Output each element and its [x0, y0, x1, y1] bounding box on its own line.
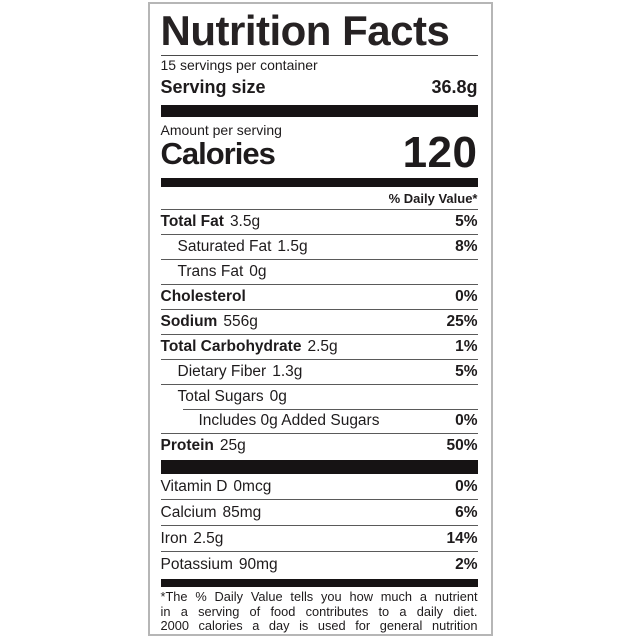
daily-value: 6% [455, 503, 478, 521]
nutrient-row-total-sugars: Total Sugars 0g [160, 384, 478, 409]
vitamin-row-iron: Iron 2.5g 14% [160, 525, 478, 551]
footnote-line: in a serving of food contributes to a da… [160, 603, 478, 619]
vitamin-name: Vitamin D [160, 477, 228, 495]
nutrient-row-added-sugars: Includes 0g Added Sugars 0% [161, 409, 478, 433]
nutrient-name-amount: Trans Fat 0g [178, 263, 267, 281]
nutrient-name-amount: Cholesterol [161, 288, 252, 306]
nutrient-row-total-fat: Total Fat 3.5g 5% [161, 210, 478, 234]
section-divider-bar-thick [160, 105, 478, 117]
footnote-line: *The % Daily Value tells you how much a … [160, 589, 478, 604]
vitamin-name: Iron [160, 529, 188, 547]
daily-value: 0% [455, 288, 478, 305]
nutrient-amount: 2.5g [307, 338, 338, 355]
nutrient-amount: 1.5g [277, 238, 308, 255]
nutrition-facts-label: Nutrition Facts 15 servings per containe… [147, 2, 493, 636]
vitamin-row-potassium: Potassium 90mg 2% [160, 551, 478, 577]
label-title: Nutrition Facts [160, 7, 450, 54]
calories-value: 120 [402, 128, 478, 177]
nutrient-row-trans-fat: Trans Fat 0g [160, 259, 478, 284]
daily-value: 0% [455, 412, 478, 429]
vitamin-name: Potassium [160, 555, 233, 573]
nutrient-amount: 25g [219, 437, 246, 454]
nutrient-name-amount: Dietary Fiber 1.3g [178, 363, 303, 381]
section-divider-bar-medium [160, 579, 478, 587]
nutrient-name: Dietary Fiber [177, 363, 267, 380]
vitamin-name-amount: Potassium 90mg [161, 556, 278, 574]
section-divider-bar-medium [160, 178, 478, 187]
serving-size-row: Serving size 36.8g [161, 76, 478, 98]
nutrient-amount: 556g [223, 313, 258, 330]
vitamin-row-vitamin-d: Vitamin D 0mcg 0% [161, 474, 478, 499]
serving-size-label: Serving size [160, 77, 266, 97]
nutrient-amount: 0g [249, 263, 267, 280]
nutrient-name: Total Fat [160, 213, 224, 230]
nutrient-name: Trans Fat [177, 263, 244, 280]
title-rule [160, 55, 478, 56]
nutrient-name-amount: Sodium 556g [161, 313, 258, 331]
nutrient-row-cholesterol: Cholesterol 0% [160, 284, 478, 309]
servings-per-container: 15 servings per container [160, 57, 318, 73]
nutrient-name-amount: Saturated Fat 1.5g [178, 238, 308, 256]
nutrient-name-amount: Total Sugars 0g [178, 388, 287, 406]
daily-value: 1% [455, 338, 478, 355]
nutrient-name: Protein [160, 437, 214, 454]
daily-value: 25% [446, 313, 478, 330]
serving-size-value: 36.8g [431, 77, 478, 97]
nutrient-name-amount: Includes 0g Added Sugars [199, 412, 386, 430]
daily-value-header: % Daily Value* [160, 187, 478, 210]
vitamin-name-amount: Calcium 85mg [161, 504, 262, 522]
daily-value: 8% [455, 238, 478, 255]
nutrient-row-sodium: Sodium 556g 25% [160, 309, 478, 334]
daily-value: 2% [455, 555, 478, 573]
amount-per-serving-label: Amount per serving [160, 122, 282, 138]
nutrient-amount: 0g [269, 388, 287, 405]
daily-value: 0% [455, 477, 478, 495]
nutrient-amount: 3.5g [229, 213, 261, 230]
daily-value: 5% [455, 363, 478, 380]
nutrient-name: Saturated Fat [177, 238, 272, 255]
nutrient-row-protein: Protein 25g 50% [160, 433, 478, 458]
vitamin-name-amount: Vitamin D 0mcg [161, 478, 272, 496]
vitamin-amount: 2.5g [193, 529, 224, 547]
nutrient-name-amount: Total Fat 3.5g [161, 213, 261, 231]
section-divider-bar-thick [160, 460, 478, 474]
daily-value: 5% [455, 213, 478, 230]
nutrient-name-amount: Protein 25g [161, 437, 246, 455]
vitamin-name-amount: Iron 2.5g [161, 530, 224, 548]
nutrient-name: Total Sugars [177, 388, 264, 405]
nutrient-amount: 1.3g [272, 363, 303, 380]
calories-label: Calories [160, 136, 276, 171]
vitamin-amount: 90mg [238, 555, 278, 573]
vitamin-name: Calcium [160, 503, 217, 521]
nutrient-name-amount: Total Carbohydrate 2.5g [161, 338, 338, 356]
vitamin-amount: 0mcg [233, 477, 272, 495]
vitamin-amount: 85mg [222, 503, 262, 521]
daily-value-footnote: *The % Daily Value tells you how much a … [160, 589, 478, 634]
footnote-line: 2000 calories a day is used for general … [160, 618, 478, 633]
nutrient-row-saturated-fat: Saturated Fat 1.5g 8% [160, 234, 478, 259]
nutrient-name: Total Carbohydrate [160, 338, 302, 355]
nutrient-name: Sodium [160, 313, 218, 330]
nutrient-name: Cholesterol [160, 288, 246, 305]
nutrient-name: Includes 0g Added Sugars [198, 412, 380, 429]
daily-value: 14% [446, 529, 478, 547]
daily-value: 50% [446, 437, 478, 454]
nutrient-row-dietary-fiber: Dietary Fiber 1.3g 5% [160, 359, 478, 384]
calories-row: Calories 120 [160, 128, 478, 177]
nutrient-row-total-carbohydrate: Total Carbohydrate 2.5g 1% [160, 334, 478, 359]
vitamin-row-calcium: Calcium 85mg 6% [160, 499, 478, 525]
